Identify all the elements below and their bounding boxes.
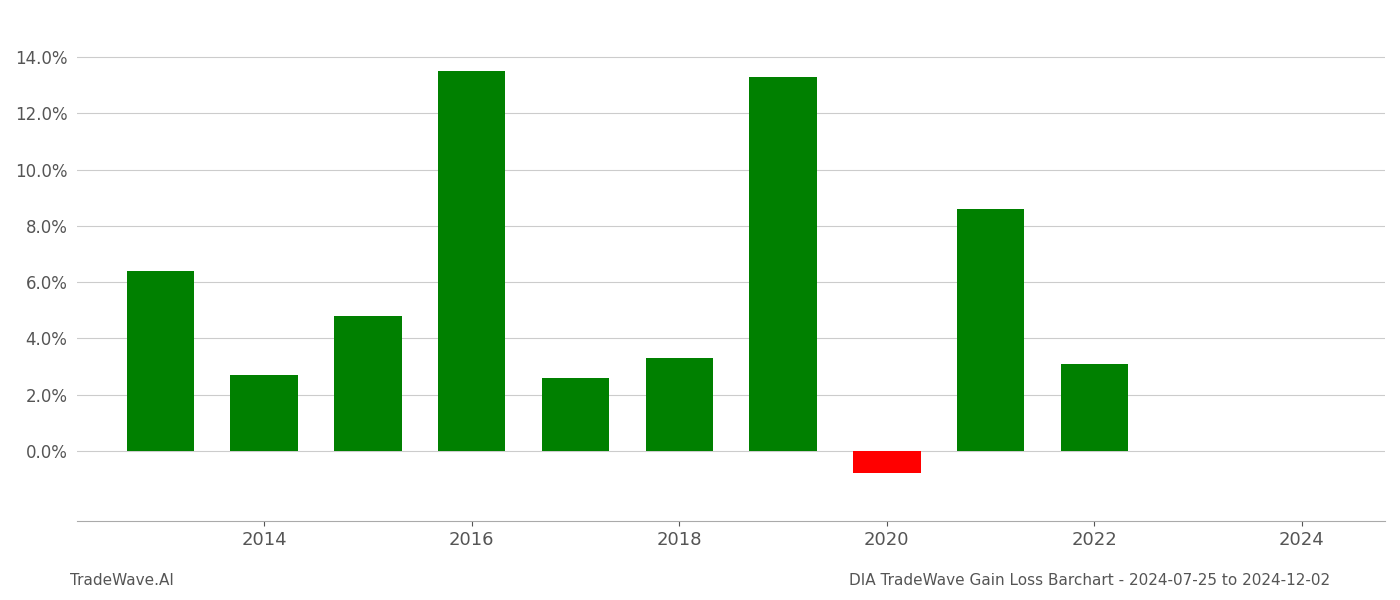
- Bar: [645, 358, 713, 451]
- Text: TradeWave.AI: TradeWave.AI: [70, 573, 174, 588]
- Bar: [335, 316, 402, 451]
- Bar: [853, 451, 921, 473]
- Bar: [542, 378, 609, 451]
- Bar: [956, 209, 1025, 451]
- Bar: [438, 71, 505, 451]
- Bar: [126, 271, 195, 451]
- Bar: [231, 375, 298, 451]
- Bar: [1061, 364, 1128, 451]
- Bar: [749, 77, 816, 451]
- Text: DIA TradeWave Gain Loss Barchart - 2024-07-25 to 2024-12-02: DIA TradeWave Gain Loss Barchart - 2024-…: [848, 573, 1330, 588]
